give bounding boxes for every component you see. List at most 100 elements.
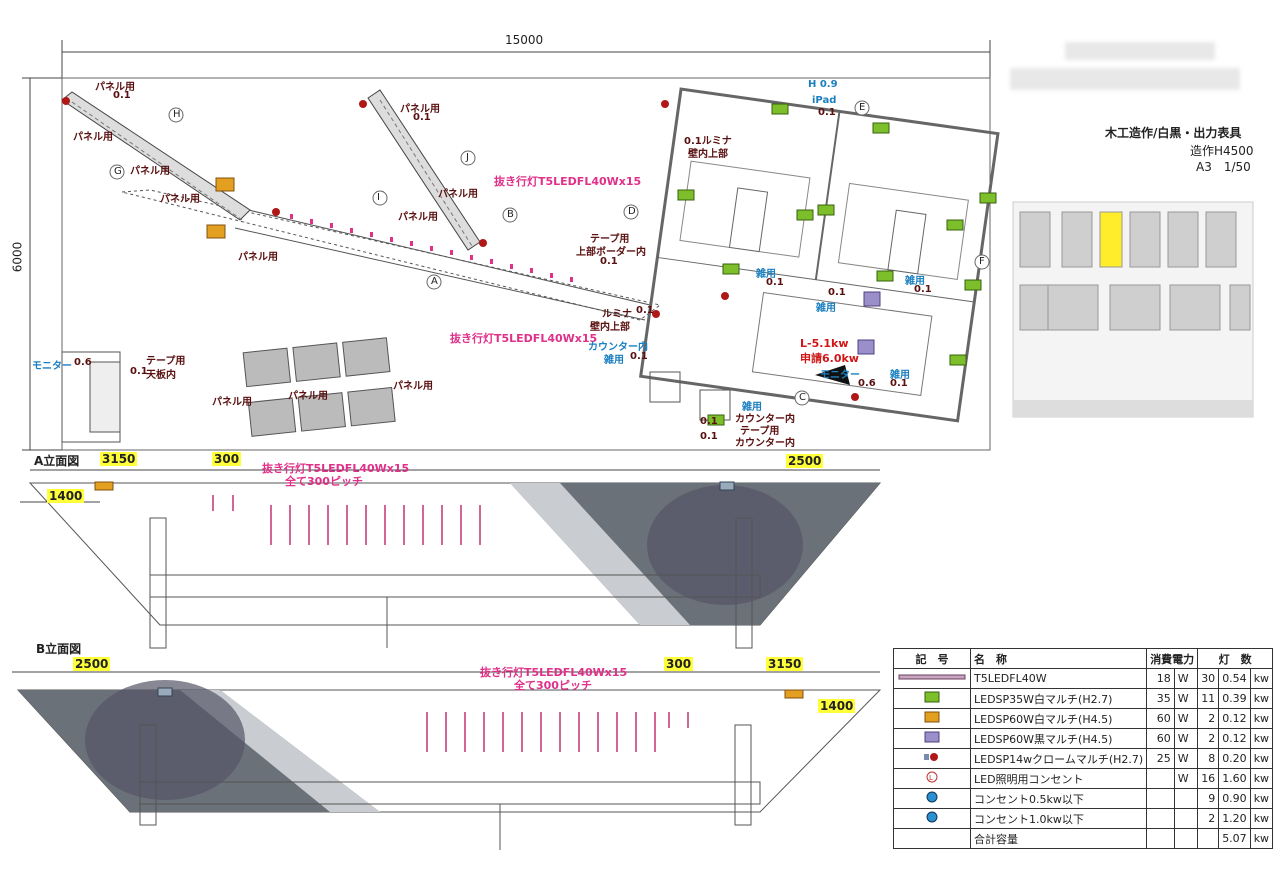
legend-symbol	[893, 688, 971, 709]
misc3-label: 雑用	[756, 269, 776, 280]
bottom-misc: 雑用	[742, 402, 762, 413]
misc-label: 雑用	[890, 370, 910, 381]
panel-value-1: 0.1	[113, 90, 131, 101]
ipad-label: iPad	[812, 95, 837, 106]
legend-watt-unit: W	[1173, 768, 1199, 789]
legend-name: T5LEDFL40W	[969, 668, 1148, 689]
marker-j: J	[466, 152, 469, 163]
redacted-block-2	[1010, 68, 1240, 90]
legend-name: LEDSP14wクロームマルチ(H2.7)	[969, 748, 1148, 769]
outlet-icon	[922, 811, 942, 827]
elev-a-title: A立面図	[34, 454, 80, 468]
legend-count: 11	[1197, 688, 1220, 709]
legend-kw: 0.54	[1218, 668, 1251, 689]
panel-label-1: パネル用	[95, 82, 135, 93]
monitor-value: 0.6	[858, 378, 876, 389]
strip-label-bottom: 抜き行灯T5LEDFL40Wx15	[450, 332, 598, 345]
legend-kw: 5.07	[1218, 828, 1251, 849]
legend-watt-unit	[1173, 808, 1199, 829]
legend-header-watt: 消費電力	[1146, 648, 1199, 669]
legend-watt	[1146, 768, 1175, 789]
legend-watt	[1146, 808, 1175, 829]
lumina-top-2: 壁内上部	[688, 149, 728, 160]
panel-label-3: パネル用	[73, 132, 113, 143]
tape-upper-val: 0.1	[600, 256, 618, 267]
legend-watt-unit: W	[1173, 708, 1199, 729]
chrome-spotlight-icon	[922, 753, 942, 767]
legend-row: LEDSP14wクロームマルチ(H2.7) 25 W 8 0.20 kw	[893, 748, 1274, 769]
panel-grid-label-2: パネル用	[288, 391, 328, 402]
legend-symbol	[893, 808, 971, 829]
marker-b: B	[507, 209, 514, 220]
panel-label-2: パネル用	[400, 104, 440, 115]
legend-kw-unit: kw	[1249, 808, 1274, 829]
counter-misc: 雑用	[604, 355, 624, 366]
marker-e: E	[859, 102, 866, 113]
legend-watt-unit: W	[1173, 668, 1199, 689]
elev-a-1400: 1400	[47, 489, 85, 503]
title-line3: A3 1/50	[1196, 160, 1251, 174]
elev-b-strip: 抜き行灯T5LEDFL40Wx15	[480, 666, 628, 679]
legend-count: 2	[1197, 808, 1220, 829]
elev-a-pitch: 全て300ピッチ	[285, 475, 363, 488]
legend-count: 9	[1197, 788, 1220, 809]
legend-name: 合計容量	[969, 828, 1148, 849]
legend-kw: 0.12	[1218, 728, 1251, 749]
apply-power: 申請6.0kw	[800, 352, 859, 365]
legend-count	[1197, 828, 1220, 849]
legend-row: T5LEDFL40W 18 W 30 0.54 kw	[893, 668, 1274, 689]
elev-b-2500: 2500	[73, 657, 111, 671]
legend-row: LEDSP60W白マルチ(H4.5) 60 W 2 0.12 kw	[893, 708, 1274, 729]
lumina-top: 0.1ルミナ	[684, 136, 732, 147]
legend-count: 30	[1197, 668, 1220, 689]
misc2-value: 0.1	[828, 287, 846, 298]
tape-upper-2: 上部ボーダー内	[576, 247, 646, 258]
legend-name: コンセント0.5kw以下	[969, 788, 1148, 809]
marker-g: G	[114, 166, 122, 177]
legend-watt-unit	[1173, 788, 1199, 809]
l-power: L-5.1kw	[800, 337, 849, 350]
panel-label-5: パネル用	[438, 189, 478, 200]
marker-c: C	[799, 392, 806, 403]
legend-name: コンセント1.0kw以下	[969, 808, 1148, 829]
legend-watt-unit	[1173, 828, 1199, 849]
tape-left-val: 0.1	[130, 366, 148, 377]
monitor-label: モニター	[820, 370, 860, 381]
outlet-icon	[922, 791, 942, 807]
legend-symbol: L	[893, 768, 971, 789]
elev-a-2500: 2500	[786, 454, 824, 468]
bottom-tape: テープ用	[740, 426, 780, 437]
orange-spotlight-icon	[922, 711, 942, 727]
legend-count: 2	[1197, 728, 1220, 749]
h-label: H 0.9	[808, 79, 838, 90]
panel-label-7: パネル用	[238, 252, 278, 263]
redacted-block	[1065, 42, 1215, 60]
panel-label-6: パネル用	[398, 212, 438, 223]
legend-kw-unit: kw	[1249, 788, 1274, 809]
elev-b-300: 300	[664, 657, 694, 671]
elev-a-300: 300	[212, 452, 242, 466]
marker-i: I	[377, 192, 380, 203]
legend-count: 8	[1197, 748, 1220, 769]
panel-grid-label-1: パネル用	[212, 397, 252, 408]
misc4-label: 雑用	[905, 276, 925, 287]
panel-label-8: パネル用	[160, 194, 200, 205]
led-outlet-icon: L	[922, 771, 942, 787]
green-spotlight-icon	[922, 691, 942, 707]
legend-symbol	[893, 788, 971, 809]
svg-text:L: L	[929, 774, 933, 782]
monitor-left-val: 0.6	[74, 357, 92, 368]
legend-watt	[1146, 788, 1175, 809]
marker-a: A	[431, 276, 438, 287]
legend-symbol	[893, 668, 971, 689]
legend-row: コンセント1.0kw以下 2 1.20 kw	[893, 808, 1274, 829]
misc4-value: 0.1	[914, 284, 932, 295]
legend-table: 記 号 名 称 消費電力 灯 数 T5LEDFL40W 18 W 30 0.54 kw LE…	[893, 648, 1274, 849]
lumina-mid-2: 壁内上部	[590, 322, 630, 333]
legend-row: L LED照明用コンセント W 16 1.60 kw	[893, 768, 1274, 789]
marker-h: H	[173, 109, 181, 120]
bottom-val-2: 0.1	[700, 431, 718, 442]
title-line1: 木工造作/白黒・出力表具	[1105, 126, 1242, 140]
legend-kw: 1.60	[1218, 768, 1251, 789]
